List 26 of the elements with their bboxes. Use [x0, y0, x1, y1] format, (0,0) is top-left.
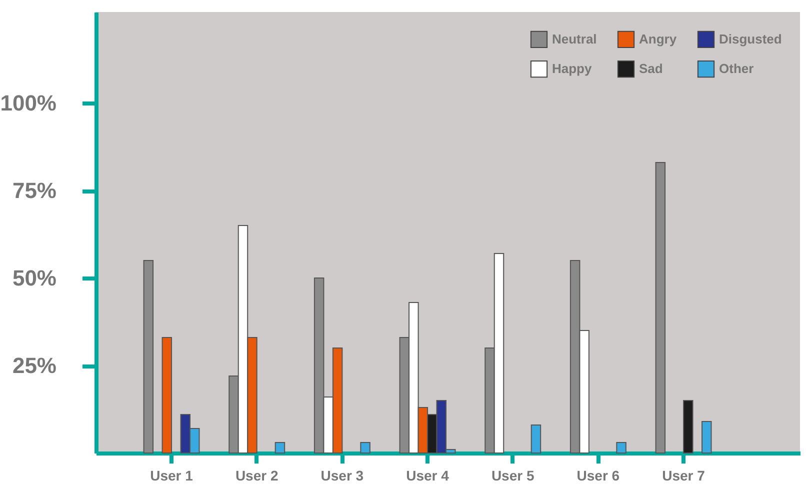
x-tick-label: User 4: [406, 468, 450, 484]
bar: [274, 442, 286, 454]
legend-label: Happy: [552, 61, 592, 76]
legend-label: Sad: [639, 61, 663, 76]
bar: [616, 442, 626, 454]
legend-label: Other: [719, 61, 754, 76]
y-tick-label: 75%: [12, 178, 56, 203]
x-tick-label: User 7: [662, 468, 706, 484]
x-tick-label: User 6: [576, 468, 620, 484]
y-tick-label: 25%: [12, 353, 56, 378]
y-tick-label: 100%: [0, 90, 56, 116]
legend-label: Neutral: [552, 31, 597, 46]
x-tick-label: User 1: [150, 468, 194, 484]
bar: [655, 162, 666, 454]
x-tick-label: User 2: [235, 468, 278, 484]
x-tick-label: User 3: [320, 468, 364, 484]
bar: [143, 260, 154, 454]
bar: [683, 400, 694, 454]
legend-label: Angry: [639, 31, 678, 46]
legend-label: Disgusted: [719, 31, 782, 46]
x-tick-label: User 5: [491, 468, 534, 484]
bar: [530, 424, 542, 454]
bar: [702, 421, 712, 454]
y-tick-label: 50%: [12, 266, 56, 290]
bar: [162, 337, 172, 454]
bar: [360, 442, 370, 454]
